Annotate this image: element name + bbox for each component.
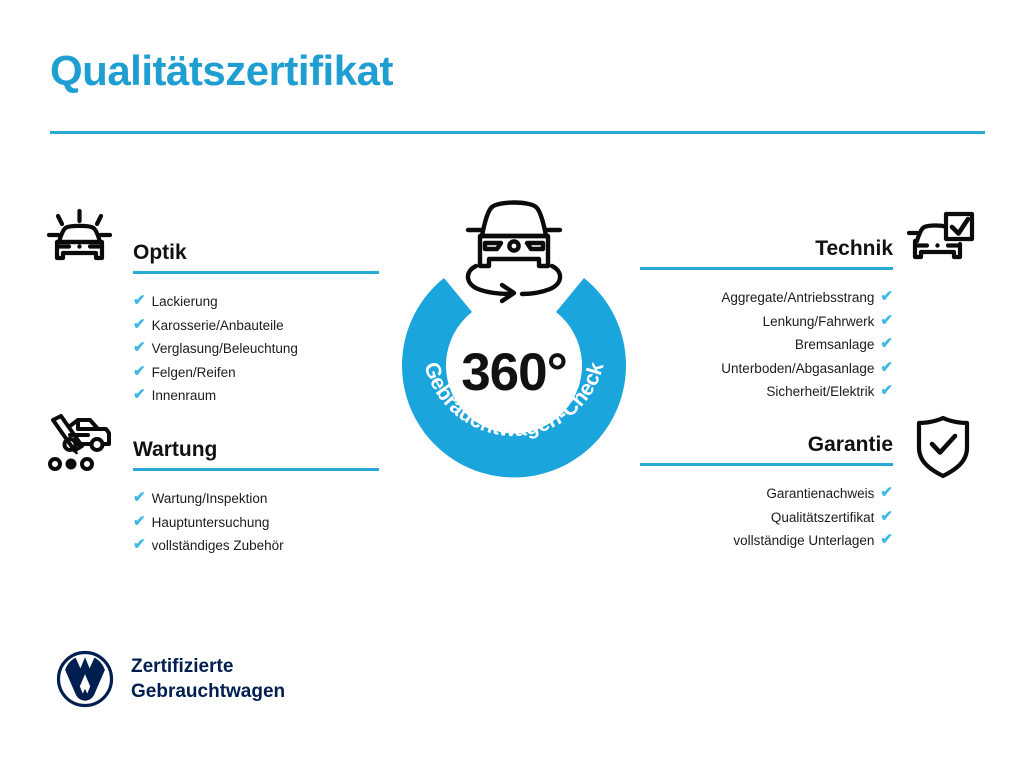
section-optik-divider [133,271,379,274]
section-technik-title: Technik [815,237,893,260]
check-icon: ✔ [133,386,146,404]
list-item: ✔ Karosserie/Anbauteile [133,314,379,338]
section-wartung-divider [133,468,379,471]
list-item: ✔ Wartung/Inspektion [133,487,379,511]
shield-check-icon [912,414,974,485]
list-item: Bremsanlage ✔ [640,333,893,357]
section-wartung-list: ✔ Wartung/Inspektion ✔ Hauptuntersuchung ✔… [133,487,379,558]
vw-wordmark: Zertifizierte Gebrauchtwagen [131,654,285,704]
check-icon: ✔ [133,339,146,357]
section-garantie-list: Garantienachweis ✔ Qualitätszertifikat ✔ v… [640,482,893,553]
list-item-label: Lenkung/Fahrwerk [762,313,875,329]
section-optik-list: ✔ Lackierung ✔ Karosserie/Anbauteile ✔ Verg… [133,290,379,408]
check-icon: ✔ [133,315,146,333]
vw-wordmark-line1: Zertifizierte [131,656,234,677]
section-wartung: Wartung ✔ Wartung/Inspektion ✔ Hauptunters… [133,437,379,558]
check-icon: ✔ [880,484,893,502]
section-technik: Technik Aggregate/Antriebsstrang ✔ Lenkun… [640,236,893,404]
list-item: Garantienachweis ✔ [640,482,893,506]
list-item-label: Qualitätszertifikat [770,509,875,525]
list-item-label: vollständige Unterlagen [733,533,875,548]
list-item-label: Garantienachweis [766,486,875,501]
ring-shape [402,278,626,478]
section-technik-head: Technik [640,236,893,270]
section-technik-divider [640,267,893,270]
list-item-label: Karosserie/Anbauteile [151,317,284,333]
check-icon: ✔ [880,382,893,400]
title-divider [50,131,985,134]
list-item-label: Hauptuntersuchung [151,514,270,530]
list-item: Qualitätszertifikat ✔ [640,506,893,530]
list-item-label: Unterboden/Abgasanlage [721,360,875,376]
section-wartung-head: Wartung [133,437,379,471]
check-icon: ✔ [880,507,893,525]
car-shine-icon [46,204,114,275]
list-item-label: vollständiges Zubehör [151,538,284,553]
section-optik-head: Optik [133,240,379,274]
check-icon: ✔ [133,362,146,380]
list-item: ✔ Lackierung [133,290,379,314]
check-icon: ✔ [880,288,893,306]
list-item: Sicherheit/Elektrik ✔ [640,380,893,404]
list-item-label: Bremsanlage [794,337,875,352]
check-icon: ✔ [880,358,893,376]
list-item: ✔ Verglasung/Beleuchtung [133,337,379,361]
car-checkbox-icon [906,204,976,275]
list-item-label: Lackierung [151,294,218,309]
check-icon: ✔ [880,335,893,353]
list-item-label: Wartung/Inspektion [151,491,268,506]
vw-wordmark-line2: Gebrauchtwagen [131,681,286,702]
list-item: vollständige Unterlagen ✔ [640,529,893,553]
section-optik: Optik ✔ Lackierung ✔ Karosserie/Anbauteile… [133,240,379,408]
car-rotate-360-icon [465,200,563,304]
list-item-label: Felgen/Reifen [151,364,236,380]
list-item: ✔ Felgen/Reifen [133,361,379,385]
section-optik-title: Optik [133,241,187,264]
section-garantie: Garantie Garantienachweis ✔ Qualitätszert… [640,432,893,553]
list-item-label: Sicherheit/Elektrik [766,384,875,399]
list-item: Lenkung/Fahrwerk ✔ [640,310,893,334]
page-title: Qualitätszertifikat [50,47,393,94]
section-technik-list: Aggregate/Antriebsstrang ✔ Lenkung/Fahrwe… [640,286,893,404]
check-icon: ✔ [133,292,146,310]
vw-logo-icon [56,650,114,708]
list-item: Unterboden/Abgasanlage ✔ [640,357,893,381]
pen-car-service-icon [46,414,114,481]
check-icon: ✔ [133,536,146,554]
check-icon: ✔ [880,311,893,329]
check-icon: ✔ [133,512,146,530]
badge-value: 360° [461,343,568,402]
list-item: ✔ vollständiges Zubehör [133,534,379,558]
section-garantie-title: Garantie [807,433,893,456]
list-item-label: Verglasung/Beleuchtung [151,341,298,356]
check-icon: ✔ [133,489,146,507]
section-garantie-head: Garantie [640,432,893,466]
list-item: ✔ Hauptuntersuchung [133,511,379,535]
section-wartung-title: Wartung [133,438,218,461]
vw-footer: Zertifizierte Gebrauchtwagen [56,650,285,708]
list-item-label: Innenraum [151,388,217,403]
360-check-badge: Gebrauchtwagen-Check 360° [378,192,650,492]
360-ring: Gebrauchtwagen-Check [402,278,626,478]
list-item: ✔ Innenraum [133,384,379,408]
list-item-label: Aggregate/Antriebsstrang [721,290,875,305]
list-item: Aggregate/Antriebsstrang ✔ [640,286,893,310]
section-garantie-divider [640,463,893,466]
check-icon: ✔ [880,531,893,549]
